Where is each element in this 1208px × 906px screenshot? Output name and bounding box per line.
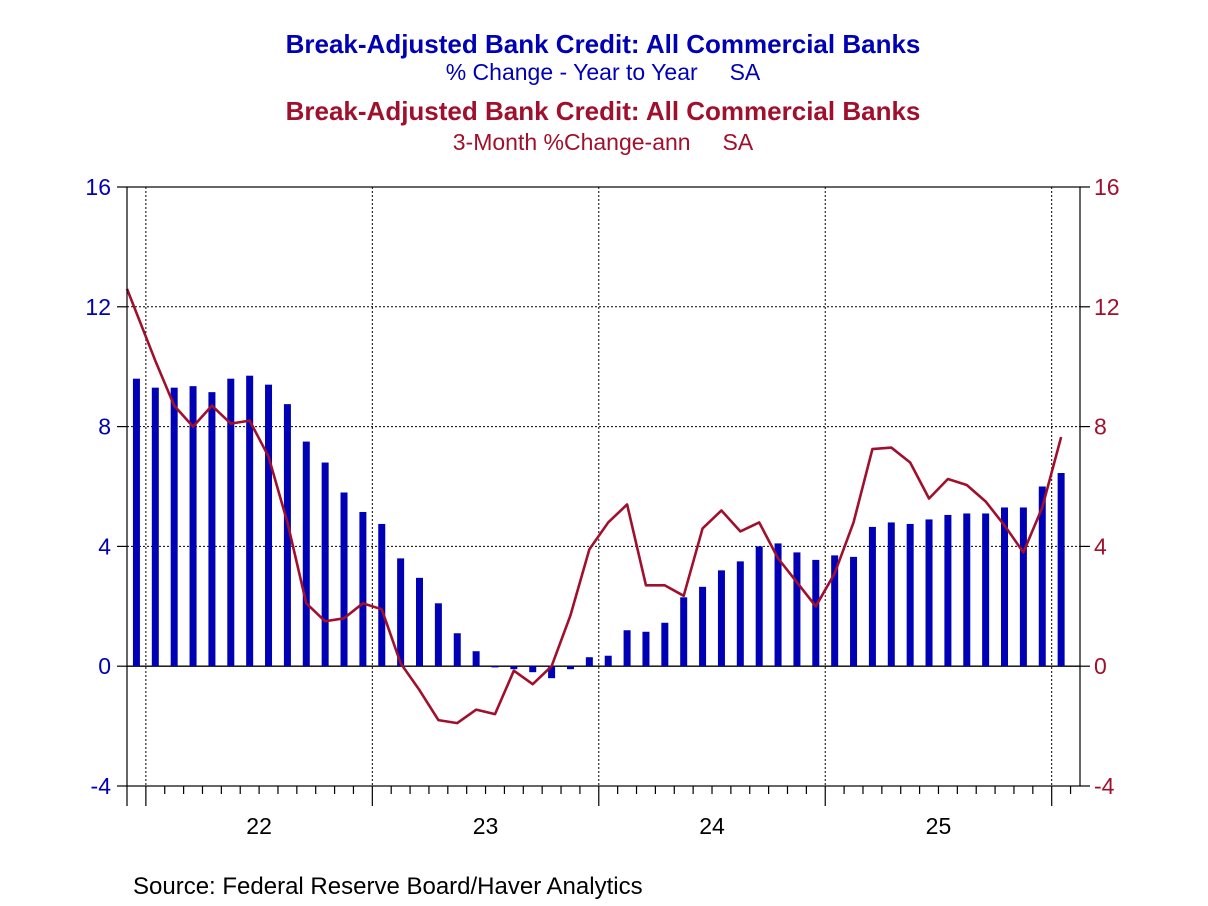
bar [585, 657, 593, 667]
chart-titles: Break-Adjusted Bank Credit: All Commerci… [286, 29, 921, 155]
bar [1019, 507, 1027, 667]
bar [321, 462, 329, 667]
bar [189, 386, 197, 667]
bar [906, 523, 914, 667]
bar [642, 631, 650, 667]
plot-frame [126, 186, 1081, 787]
subtitle-bar-series: % Change - Year to Year SA [446, 59, 761, 85]
bar [831, 555, 839, 667]
bar [604, 655, 612, 667]
y-tick-label: 8 [98, 414, 111, 440]
bar [416, 577, 423, 667]
bar [925, 519, 933, 667]
line-series [125, 288, 1063, 725]
bar [755, 546, 763, 667]
y-tick-label: 12 [85, 294, 111, 320]
bar [208, 392, 216, 667]
bar [793, 552, 801, 667]
subtitle-line-series: 3-Month %Change-ann SA [453, 129, 754, 155]
bar [1057, 473, 1065, 667]
left-y-axis: 16 12 8 4 0 -4 [85, 174, 127, 799]
bar [1038, 486, 1046, 667]
bar [963, 513, 971, 667]
bar [453, 633, 461, 667]
right-y-axis: 16 12 8 4 0 -4 [1080, 174, 1120, 799]
bar [170, 387, 178, 667]
x-year-label: 23 [473, 813, 499, 839]
bar [680, 597, 688, 667]
bar [472, 651, 480, 667]
title-bar-series: Break-Adjusted Bank Credit: All Commerci… [286, 29, 921, 59]
bar [265, 384, 273, 667]
bar [151, 387, 159, 667]
bar [623, 630, 631, 667]
bar [359, 511, 367, 667]
y-right-tick-label: -4 [1094, 773, 1115, 799]
bar-series [132, 375, 1065, 679]
bar [548, 666, 556, 679]
bar [340, 492, 348, 667]
bar [132, 378, 140, 667]
bar [1001, 507, 1009, 667]
source-note: Source: Federal Reserve Board/Haver Anal… [133, 873, 643, 900]
bar [699, 586, 707, 667]
bar [246, 375, 254, 667]
bar [717, 570, 725, 667]
bar [397, 558, 405, 667]
bar [566, 666, 574, 670]
bar [227, 378, 235, 667]
bar [529, 666, 537, 673]
bar [434, 603, 442, 667]
bar [736, 561, 744, 667]
series-line [125, 288, 1063, 725]
x-axis: 22 23 24 25 [126, 786, 1072, 839]
y-tick-label: 16 [85, 174, 111, 200]
x-year-label: 22 [246, 813, 272, 839]
plot-border [126, 186, 1081, 787]
bar [982, 513, 990, 667]
y-tick-label: 4 [98, 533, 111, 559]
bar [774, 543, 782, 667]
bar [887, 522, 895, 667]
y-right-tick-label: 0 [1094, 653, 1107, 679]
bar [850, 556, 858, 667]
y-tick-label: 0 [98, 653, 111, 679]
bar [302, 441, 310, 667]
bar [661, 622, 669, 667]
x-year-label: 25 [926, 813, 952, 839]
bar [491, 666, 499, 668]
bar [378, 523, 386, 667]
y-right-tick-label: 4 [1094, 533, 1107, 559]
bar [944, 514, 952, 667]
y-tick-label: -4 [91, 773, 112, 799]
x-year-label: 24 [699, 813, 725, 839]
y-right-tick-label: 8 [1094, 414, 1107, 440]
title-line-series: Break-Adjusted Bank Credit: All Commerci… [286, 96, 921, 126]
bar [283, 404, 291, 667]
bar [812, 559, 820, 667]
bar [868, 526, 876, 667]
bar [510, 666, 518, 670]
y-right-tick-label: 16 [1094, 174, 1120, 200]
y-right-tick-label: 12 [1094, 294, 1120, 320]
